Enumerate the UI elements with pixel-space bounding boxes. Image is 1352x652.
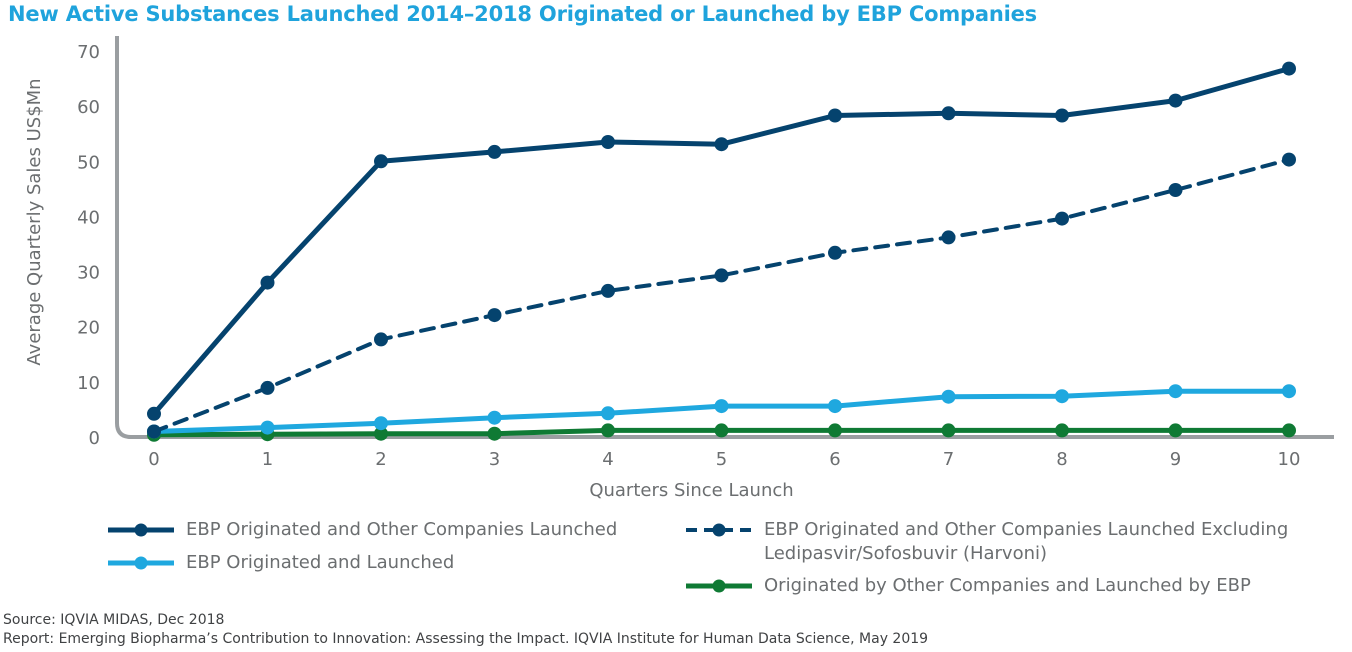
chart-axes: 0 10 20 30 40 50 60 70 0 1 2 3 4 5 6 7 8 9 10 Quarters Sinc… — [24, 36, 1334, 501]
data-point — [1282, 384, 1296, 399]
legend-swatch — [108, 556, 174, 570]
series-0 — [147, 61, 1296, 421]
x-tick-label: 5 — [716, 449, 727, 470]
x-tick-label: 10 — [1278, 449, 1301, 470]
report-note: Report: Emerging Biopharma’s Contributio… — [3, 631, 929, 647]
y-tick-label: 70 — [77, 42, 100, 63]
x-tick-label: 3 — [489, 449, 500, 470]
data-point — [714, 137, 729, 152]
y-tick-label: 10 — [77, 373, 100, 394]
x-tick-label: 1 — [262, 449, 273, 470]
data-point — [374, 416, 388, 431]
data-point — [1168, 384, 1183, 399]
x-tick-label: 8 — [1056, 449, 1067, 470]
data-point — [714, 399, 729, 414]
y-tick-label: 60 — [77, 97, 100, 118]
data-point — [487, 144, 502, 159]
chart-title: New Active Substances Launched 2014–2018… — [8, 2, 1037, 26]
axis-line — [115, 36, 1334, 439]
data-point — [714, 268, 729, 283]
legend-swatch — [108, 523, 174, 537]
data-point — [260, 275, 275, 290]
x-tick-label: 7 — [943, 449, 954, 470]
data-point — [1168, 183, 1183, 197]
data-point — [1055, 389, 1069, 404]
data-point — [147, 406, 161, 421]
y-tick-label: 40 — [77, 207, 100, 228]
data-point — [487, 308, 502, 323]
x-tick-label: 9 — [1170, 449, 1181, 470]
data-point — [601, 135, 615, 149]
y-tick-label: 30 — [77, 263, 100, 284]
data-point — [941, 106, 956, 121]
data-point — [487, 410, 502, 425]
legend-label: EBP Originated and Launched — [186, 552, 455, 573]
x-tick-label: 0 — [148, 449, 159, 470]
data-point — [1168, 423, 1183, 438]
y-tick-label: 50 — [77, 152, 100, 173]
data-point — [147, 424, 161, 439]
legend-swatch — [686, 579, 752, 593]
series-3 — [147, 423, 1296, 442]
data-point — [828, 423, 842, 438]
data-point — [601, 423, 615, 438]
x-tick-label: 4 — [602, 449, 613, 470]
data-point — [601, 283, 615, 298]
legend-label: EBP Originated and Other Companies Launc… — [764, 519, 1289, 540]
data-point — [374, 154, 388, 169]
data-point — [1055, 423, 1069, 438]
data-point — [1282, 152, 1296, 167]
data-point — [1282, 423, 1296, 438]
data-point — [1282, 61, 1296, 76]
data-point — [1168, 93, 1183, 108]
x-tick-label: 2 — [375, 449, 386, 470]
legend-label-continued: Ledipasvir/Sofosbuvir (Harvoni) — [764, 543, 1048, 564]
y-tick-label: 20 — [77, 318, 100, 339]
data-point — [828, 399, 842, 414]
data-point — [714, 423, 729, 438]
data-point — [828, 108, 842, 123]
data-point — [260, 420, 275, 435]
series-layer — [147, 61, 1296, 442]
legend-swatch — [686, 523, 752, 537]
data-point — [1055, 211, 1069, 226]
y-tick-label: 0 — [89, 428, 100, 449]
source-note: Source: IQVIA MIDAS, Dec 2018 — [3, 612, 225, 628]
data-point — [374, 332, 388, 347]
data-point — [941, 230, 956, 245]
data-point — [601, 406, 615, 421]
series-line — [152, 157, 1291, 434]
data-point — [374, 426, 388, 441]
data-point — [487, 426, 502, 441]
legend-label: Originated by Other Companies and Launch… — [764, 575, 1251, 596]
x-tick-label: 6 — [829, 449, 840, 470]
y-axis-label: Average Quarterly Sales US$Mn — [24, 78, 45, 365]
data-point — [941, 389, 956, 404]
legend-label: EBP Originated and Other Companies Launc… — [186, 519, 618, 540]
data-point — [260, 380, 275, 395]
series-1 — [147, 152, 1296, 439]
data-point — [828, 245, 842, 260]
data-point — [941, 423, 956, 438]
x-axis-label: Quarters Since Launch — [589, 480, 793, 501]
data-point — [1055, 108, 1069, 123]
